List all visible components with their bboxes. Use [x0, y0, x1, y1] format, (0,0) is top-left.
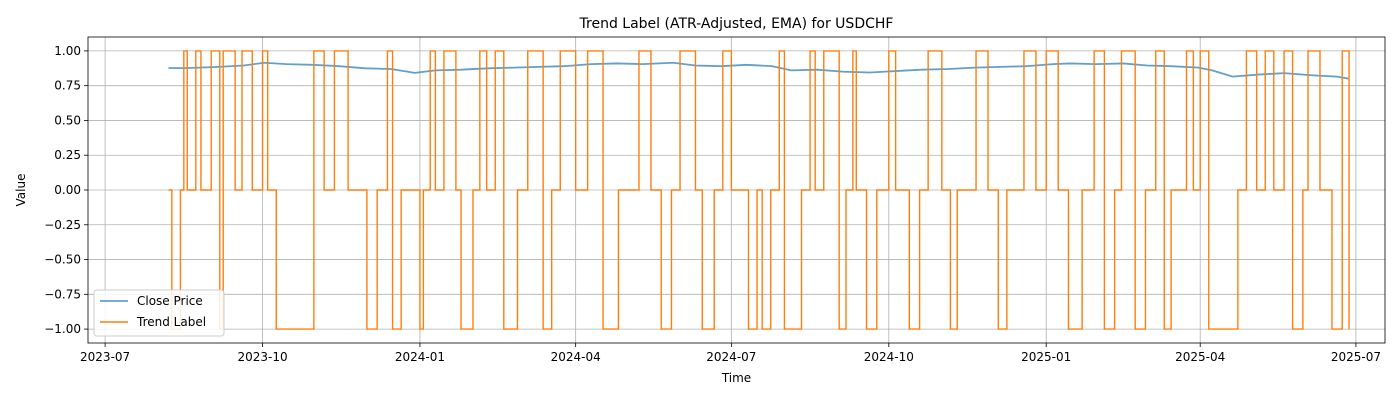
y-tick-label: −1.00 [44, 322, 81, 336]
legend-label: Close Price [137, 294, 203, 308]
x-tick-label: 2025-01 [1021, 350, 1071, 364]
series-line-close-price [168, 61, 1350, 80]
chart-title: Trend Label (ATR-Adjusted, EMA) for USDC… [579, 16, 894, 32]
series-layer [168, 50, 1350, 330]
x-tick-label: 2025-07 [1331, 350, 1381, 364]
y-tick-label: −0.25 [44, 218, 81, 232]
y-tick-label: 0.25 [54, 148, 81, 162]
y-tick-label: −0.50 [44, 253, 81, 267]
x-axis-label: Time [721, 371, 751, 385]
x-tick-label: 2023-10 [237, 350, 287, 364]
series-line-trend-label [168, 50, 1350, 330]
x-tick-label: 2025-04 [1175, 350, 1225, 364]
x-tick-label: 2024-07 [706, 350, 756, 364]
x-tick-label: 2023-07 [80, 350, 130, 364]
y-tick-label: 0.75 [54, 79, 81, 93]
axis-ticks: 2023-07 2023-10 2024-01 2024-04 2024-07 2024-… [44, 44, 1381, 364]
x-tick-label: 2024-01 [395, 350, 445, 364]
y-tick-label: −0.75 [44, 287, 81, 301]
legend-label: Trend Label [136, 315, 206, 329]
legend: Close Price Trend Label [93, 289, 225, 337]
x-tick-label: 2024-04 [551, 350, 601, 364]
y-tick-label: 0.50 [54, 113, 81, 127]
y-tick-label: 1.00 [54, 44, 81, 58]
y-tick-label: 0.00 [54, 183, 81, 197]
x-tick-label: 2024-10 [864, 350, 914, 364]
y-axis-label: Value [14, 174, 28, 207]
